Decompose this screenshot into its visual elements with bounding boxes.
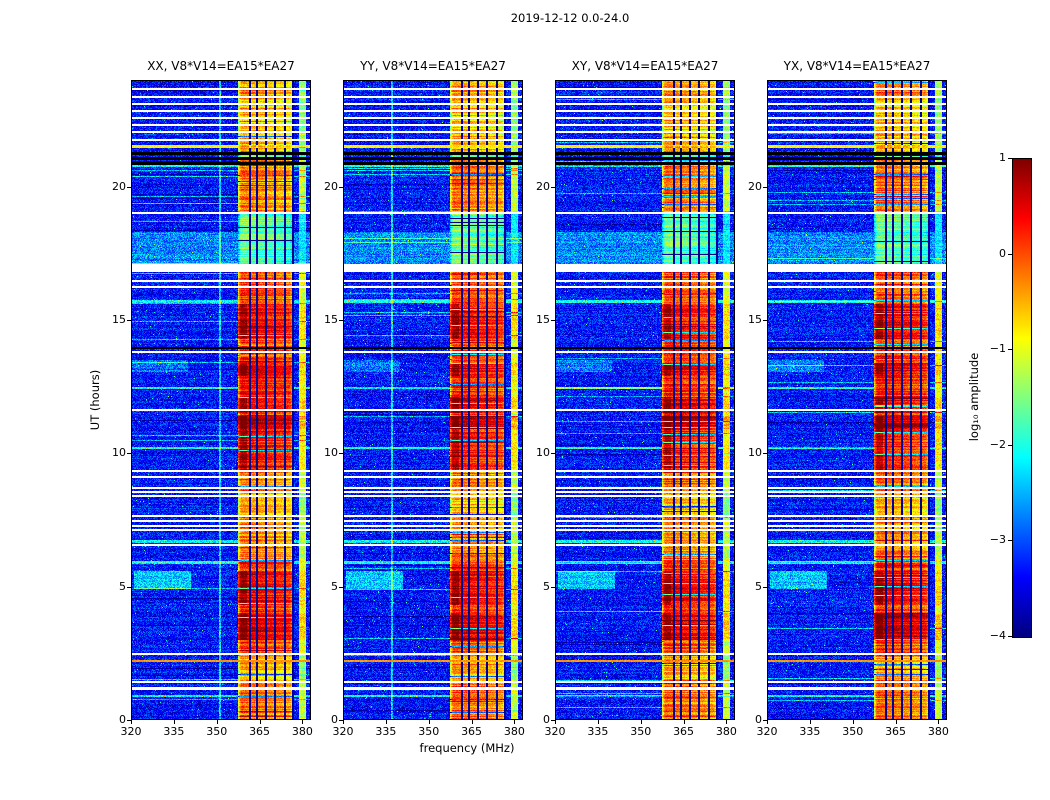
y-tick-label: 5 <box>755 579 762 593</box>
y-tick-label: 15 <box>324 313 338 326</box>
y-tick-mark <box>127 186 131 188</box>
colorbar-label: log₁₀ amplitude <box>967 352 981 442</box>
x-tick-label: 380 <box>927 725 949 738</box>
x-tick-mark <box>852 720 854 724</box>
x-tick-label: 380 <box>503 725 525 738</box>
y-tick-label: 0 <box>755 713 762 726</box>
y-tick-mark <box>127 320 131 321</box>
y-tick-label: 20 <box>536 179 550 193</box>
y-tick-label: 20 <box>324 179 338 193</box>
panel-title: YX, V8*V14=EA15*EA27 <box>783 59 931 73</box>
x-tick-mark <box>302 720 304 724</box>
x-tick-label: 335 <box>587 725 609 738</box>
x-tick-label: 320 <box>120 725 142 738</box>
y-tick-mark <box>339 320 343 321</box>
x-tick-label: 320 <box>332 725 354 738</box>
y-tick-mark <box>127 720 131 721</box>
x-axis-label: frequency (MHz) <box>419 741 515 755</box>
x-tick-mark <box>726 720 728 724</box>
spectrogram-canvas-yx <box>767 80 947 720</box>
y-tick-label: 15 <box>536 313 550 326</box>
y-tick-label: 20 <box>748 179 762 193</box>
y-tick-mark <box>127 453 131 455</box>
x-tick-label: 350 <box>842 725 864 738</box>
x-tick-label: 335 <box>163 725 185 738</box>
x-tick-mark <box>385 720 387 724</box>
y-tick-label: 0 <box>543 713 550 726</box>
y-tick-mark <box>551 186 555 188</box>
x-tick-mark <box>555 720 556 724</box>
y-tick-label: 5 <box>119 579 126 593</box>
y-tick-mark <box>339 453 343 455</box>
x-tick-label: 380 <box>715 725 737 738</box>
x-tick-label: 350 <box>630 725 652 738</box>
colorbar <box>1012 158 1032 638</box>
y-tick-mark <box>763 720 767 721</box>
x-tick-label: 320 <box>756 725 778 738</box>
x-tick-label: 365 <box>885 725 907 738</box>
spectrogram-panel-yx: YX, V8*V14=EA15*EA27 0 5 10 15 20 320 335 350 365… <box>748 59 949 738</box>
y-tick-label: 10 <box>324 446 338 460</box>
x-tick-mark <box>597 720 599 724</box>
x-tick-label: 380 <box>291 725 313 738</box>
y-tick-mark <box>551 720 555 721</box>
y-tick-mark <box>339 586 343 588</box>
spectrogram-canvas-xy <box>555 80 735 720</box>
spectrogram-panel-xx: XX, V8*V14=EA15*EA27 0 5 10 15 20 320 335 350 365… <box>112 59 313 738</box>
x-tick-label: 365 <box>673 725 695 738</box>
y-tick-label: 10 <box>112 446 126 460</box>
x-tick-label: 335 <box>375 725 397 738</box>
x-tick-mark <box>767 720 768 724</box>
x-tick-mark <box>938 720 940 724</box>
y-tick-label: 15 <box>748 313 762 326</box>
spectrogram-panel-xy: XY, V8*V14=EA15*EA27 0 5 10 15 20 320 335 350 365… <box>536 59 737 738</box>
x-tick-label: 350 <box>418 725 440 738</box>
x-tick-mark <box>471 720 473 724</box>
x-tick-mark <box>259 720 261 724</box>
y-tick-label: 10 <box>536 446 550 460</box>
figure-title: 2019-12-12 0.0-24.0 <box>510 11 630 25</box>
x-tick-mark <box>343 720 344 724</box>
y-tick-label: 0 <box>119 713 126 726</box>
x-tick-mark <box>809 720 811 724</box>
x-tick-label: 335 <box>799 725 821 738</box>
y-tick-mark <box>763 586 767 588</box>
x-tick-mark <box>216 720 218 724</box>
x-tick-label: 365 <box>249 725 271 738</box>
x-tick-mark <box>428 720 430 724</box>
y-tick-label: 0 <box>331 713 338 726</box>
colorbar-canvas <box>1013 159 1031 637</box>
y-tick-mark <box>339 720 343 721</box>
x-tick-mark <box>640 720 642 724</box>
x-tick-mark <box>895 720 897 724</box>
y-tick-mark <box>551 320 555 321</box>
y-tick-mark <box>763 453 767 455</box>
x-tick-label: 350 <box>206 725 228 738</box>
y-tick-mark <box>551 586 555 588</box>
panel-title: XY, V8*V14=EA15*EA27 <box>571 59 719 73</box>
x-tick-label: 320 <box>544 725 566 738</box>
y-tick-mark <box>127 586 131 588</box>
x-tick-mark <box>173 720 175 724</box>
y-tick-label: 5 <box>543 579 550 593</box>
x-tick-mark <box>683 720 685 724</box>
spectrogram-panel-yy: YY, V8*V14=EA15*EA27 0 5 10 15 20 320 335 350 365… <box>324 59 525 738</box>
y-tick-label: 5 <box>331 579 338 593</box>
panel-title: XX, V8*V14=EA15*EA27 <box>147 59 295 73</box>
panel-title: YY, V8*V14=EA15*EA27 <box>360 59 506 73</box>
y-tick-mark <box>763 320 767 321</box>
x-tick-mark <box>514 720 516 724</box>
x-tick-mark <box>131 720 132 724</box>
x-tick-label: 365 <box>461 725 483 738</box>
y-tick-mark <box>551 453 555 455</box>
y-tick-mark <box>339 186 343 188</box>
y-tick-label: 15 <box>112 313 126 326</box>
y-tick-label: 10 <box>748 446 762 460</box>
spectrogram-canvas-xx <box>131 80 311 720</box>
y-tick-label: 20 <box>112 179 126 193</box>
y-tick-mark <box>763 186 767 188</box>
spectrogram-canvas-yy <box>343 80 523 720</box>
